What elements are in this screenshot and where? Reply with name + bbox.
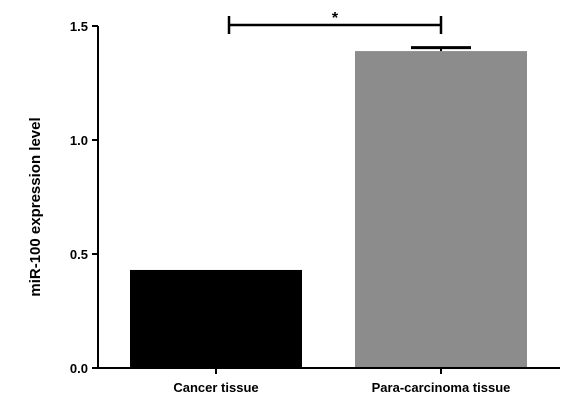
y-tick-label: 0.0: [70, 361, 88, 376]
y-tick-label: 0.5: [70, 247, 88, 262]
y-tick-label: 1.5: [70, 19, 88, 34]
bars: [130, 46, 527, 369]
y-tick-label: 1.0: [70, 133, 88, 148]
x-tick-label: Para-carcinoma tissue: [372, 380, 511, 395]
x-axis-ticks: Cancer tissue Para-carcinoma tissue: [173, 368, 510, 395]
significance-label: *: [332, 10, 339, 27]
bar: [130, 269, 302, 368]
significance-annotation: *: [227, 10, 443, 34]
y-axis-title: miR-100 expression level: [27, 117, 44, 296]
y-axis-ticks: 0.0 0.5 1.0 1.5: [70, 19, 98, 376]
x-tick-label: Cancer tissue: [173, 380, 258, 395]
bar: [355, 51, 527, 369]
